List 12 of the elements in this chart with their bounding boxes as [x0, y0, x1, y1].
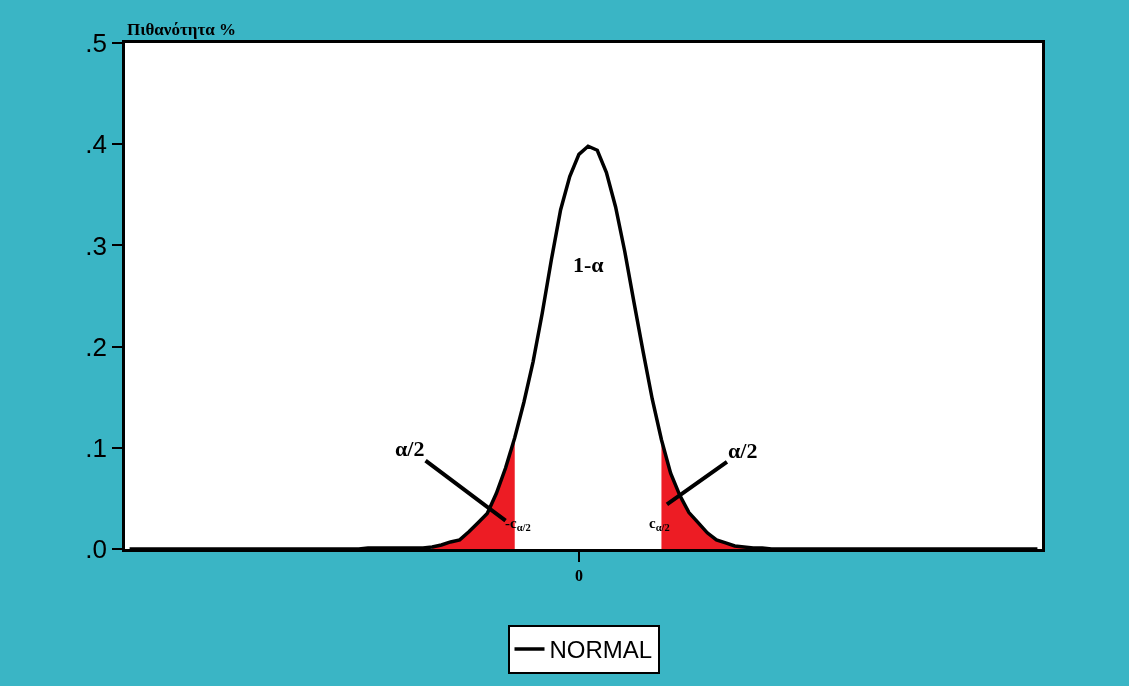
y-tick-label: .0	[85, 534, 108, 565]
y-tick-label: .3	[85, 230, 108, 261]
annotation: 1-α	[573, 252, 605, 277]
y-tick-label: .1	[85, 432, 108, 463]
annotation: α/2	[728, 438, 758, 463]
x-tick-label: 0	[574, 566, 583, 584]
y-tick-label: .5	[85, 28, 108, 59]
y-axis-title: Πιθανότητα %	[127, 20, 237, 39]
y-tick-label: .4	[85, 129, 108, 160]
annotation: α/2	[395, 436, 425, 461]
legend-label: NORMAL	[549, 636, 653, 664]
y-tick-label: .2	[85, 331, 108, 362]
